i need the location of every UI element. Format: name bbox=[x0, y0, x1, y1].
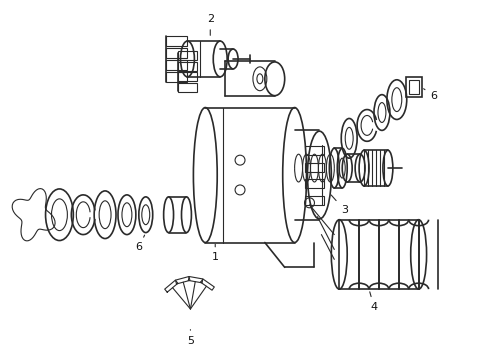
Bar bbox=[166, 72, 188, 82]
Bar bbox=[177, 51, 197, 60]
Bar bbox=[305, 196, 324, 205]
Bar bbox=[305, 179, 324, 188]
Text: 2: 2 bbox=[207, 14, 214, 35]
Bar bbox=[177, 72, 197, 81]
Bar bbox=[166, 36, 188, 46]
Bar bbox=[406, 77, 421, 96]
Text: 1: 1 bbox=[212, 244, 219, 262]
Bar bbox=[305, 146, 324, 155]
Text: 6: 6 bbox=[424, 89, 437, 101]
Bar bbox=[166, 60, 188, 70]
Text: 6: 6 bbox=[135, 235, 145, 252]
Bar bbox=[409, 80, 418, 94]
Bar bbox=[177, 62, 197, 71]
Bar bbox=[305, 163, 324, 172]
Text: 3: 3 bbox=[331, 195, 348, 215]
Text: 4: 4 bbox=[370, 292, 378, 312]
Text: 5: 5 bbox=[187, 330, 194, 346]
Bar bbox=[166, 48, 188, 58]
Bar bbox=[177, 83, 197, 92]
